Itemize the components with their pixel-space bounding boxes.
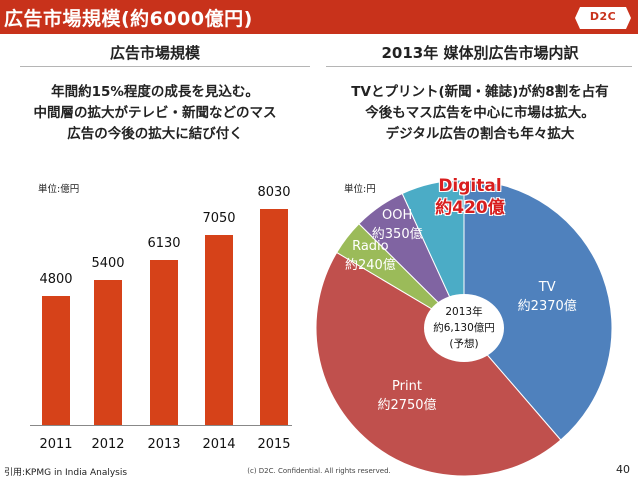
pie-center-label: 2013年 約6,130億円 (予想) (433, 304, 495, 352)
right-desc-line: デジタル広告の割合も年々拡大 (385, 126, 575, 142)
pie-slice-tv (463, 179, 613, 441)
x-tick-label: 2013 (147, 437, 181, 452)
bar-value-label: 5400 (91, 255, 125, 271)
pie-label-value: 約2750億 (377, 398, 437, 414)
x-tick-label: 2015 (257, 437, 291, 452)
bar-value-label: 4800 (39, 271, 73, 287)
page-title: 広告市場規模(約6000億円) (4, 8, 253, 30)
left-heading-divider (20, 66, 310, 67)
pie-label-print: Print 約2750億 (377, 377, 436, 415)
bar-value-label: 6130 (147, 236, 181, 252)
x-tick-label: 2011 (39, 437, 73, 452)
d2c-logo: D2C (574, 6, 632, 30)
pie-label-name: OOH (382, 207, 413, 223)
pie-center-disc (424, 294, 504, 362)
digital-callout-name: Digital (438, 176, 502, 196)
bar-unit-label: 単位:億円 (38, 184, 80, 195)
pie-label-tv: TV 約2370億 (518, 278, 577, 316)
pie-slice-digital (401, 179, 465, 329)
pie-unit-label: 単位:円 (344, 184, 376, 195)
pie-center-year: 2013年 (445, 306, 483, 318)
bar-value-label: 7050 (202, 211, 236, 227)
right-desc-line: TVとプリント(新聞・雑誌)が約8割を占有 (351, 84, 609, 100)
bar-2013 (150, 260, 178, 425)
bar-2014 (205, 235, 233, 425)
pie-label-value: 約2370億 (517, 299, 577, 315)
right-heading: 2013年 媒体別広告市場内訳 (381, 44, 579, 62)
bar-2012 (94, 279, 122, 425)
x-tick-label: 2014 (202, 437, 236, 452)
left-desc-line: 広告の今後の拡大に結び付く (67, 126, 243, 142)
page-number: 40 (616, 463, 630, 476)
bar-value-label: 8030 (257, 185, 291, 200)
right-description: TVとプリント(新聞・雑誌)が約8割を占有 今後もマス広告を中心に市場は拡大。 … (322, 82, 638, 145)
pie-slice-print (315, 251, 562, 477)
logo-text: D2C (589, 10, 617, 23)
left-desc-line: 年間約15%程度の成長を見込む。 (51, 84, 259, 100)
x-axis-line (30, 425, 292, 426)
left-desc-line: 中間層の拡大がテレビ・新聞などのマス (33, 105, 277, 121)
pie-label-name: Print (392, 379, 422, 395)
left-description: 年間約15%程度の成長を見込む。 中間層の拡大がテレビ・新聞などのマス 広告の今… (5, 82, 305, 145)
pie-label-value: 約350億 (371, 226, 423, 242)
source-citation: 引用:KPMG in India Analysis (4, 468, 128, 478)
copyright-notice: (c) D2C. Confidential. All rights reserv… (247, 467, 391, 475)
bar-2015 (260, 209, 288, 425)
bar-2011 (42, 295, 70, 425)
digital-callout: Digital 約420億 (435, 175, 505, 219)
pie-label-name: TV (538, 280, 556, 296)
pie-center-note: (予想) (449, 338, 479, 350)
pie-center-total: 約6,130億円 (433, 322, 495, 334)
right-desc-line: 今後もマス広告を中心に市場は拡大。 (365, 105, 595, 121)
pie-label-ooh: OOH 約350億 (372, 206, 423, 244)
pie-label-name: Radio (352, 238, 389, 254)
x-tick-label: 2012 (91, 437, 125, 452)
pie-label-value: 約240億 (344, 257, 396, 273)
title-bar: 広告市場規模(約6000億円) D2C (0, 0, 638, 34)
pie-label-radio: Radio 約240億 (345, 237, 396, 275)
right-heading-divider (326, 66, 632, 67)
digital-callout-value: 約420億 (435, 198, 505, 218)
left-heading: 広告市場規模 (109, 44, 200, 62)
